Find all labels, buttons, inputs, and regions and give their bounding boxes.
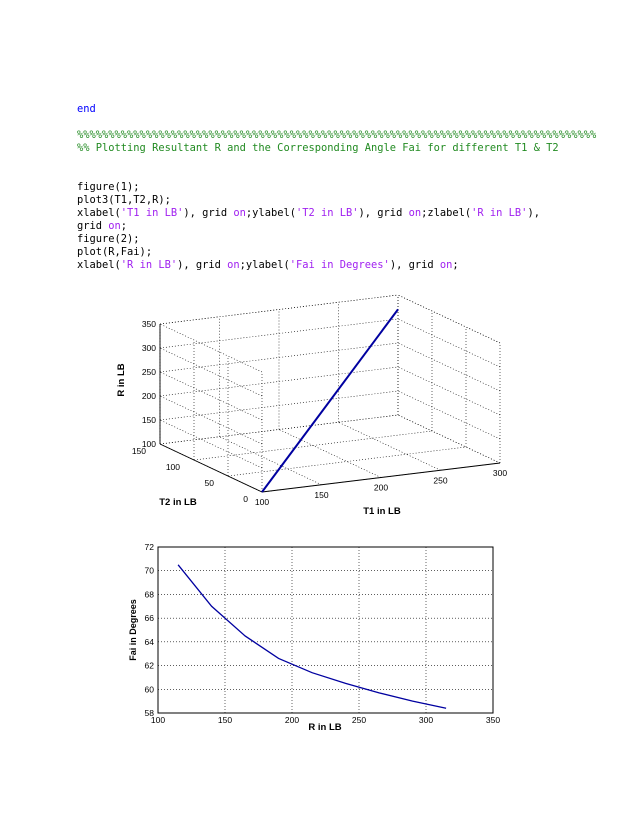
series3d-line	[261, 308, 399, 493]
code-comment-heading: %% Plotting Resultant R and the Correspo…	[77, 142, 559, 154]
axis3d-x	[261, 462, 501, 493]
grid3d-back-z	[159, 342, 399, 373]
xtick3d-label: 300	[493, 468, 507, 478]
grid3d-top	[397, 294, 501, 344]
ytick2d-label: 72	[145, 542, 155, 552]
ytick3d-label: 150	[132, 446, 146, 456]
grid3d-side-z	[397, 318, 501, 368]
chart2d-ylabel: Fai in Degrees	[128, 599, 138, 661]
ytick2d-label: 66	[145, 613, 155, 623]
grid3d-left-z	[159, 395, 263, 445]
ytick2d-label: 60	[145, 684, 155, 694]
ytick2d-label: 62	[145, 661, 155, 671]
grid3d-back-z	[159, 318, 399, 349]
code-line-plot: plot(R,Fai);	[77, 246, 153, 258]
xtick2d-label: 100	[151, 715, 165, 725]
code-line-grid: grid on;	[77, 220, 128, 232]
grid3d-left-z	[159, 323, 263, 373]
ytick2d-label: 70	[145, 566, 155, 576]
ytick2d-label: 68	[145, 589, 155, 599]
ztick3d-label: 350	[142, 319, 156, 329]
grid3d-left-z	[159, 371, 263, 421]
chart3d-xlabel: T1 in LB	[363, 506, 401, 517]
chart3d-zlabel: R in LB	[116, 363, 127, 396]
ytick3d-label: 0	[243, 494, 248, 504]
grid3d-back-z	[159, 390, 399, 421]
ztick3d-label: 150	[142, 415, 156, 425]
xtick3d-label: 150	[314, 490, 328, 500]
xtick2d-label: 200	[285, 715, 299, 725]
grid3d-top	[159, 294, 399, 325]
code-end-keyword: end	[77, 103, 96, 115]
grid3d-back-z	[159, 294, 399, 325]
xtick3d-label: 250	[433, 475, 447, 485]
xtick2d-label: 250	[352, 715, 366, 725]
xtick2d-label: 350	[486, 715, 500, 725]
grid3d-left-z	[159, 347, 263, 397]
grid3d-floor-x	[338, 421, 441, 471]
ztick3d-label: 250	[142, 367, 156, 377]
axis3d-y	[159, 443, 263, 493]
ztick3d-label: 300	[142, 343, 156, 353]
xtick3d-label: 100	[255, 497, 269, 507]
xtick2d-label: 300	[419, 715, 433, 725]
grid3d-side-z	[397, 414, 501, 464]
series2d-line	[177, 564, 447, 709]
ytick3d-label: 50	[205, 478, 215, 488]
plot3d-chart: 1001502002503000501001501001502002503003…	[116, 294, 507, 517]
chart3d-ylabel: T2 in LB	[159, 497, 197, 508]
chart2d-plot-area	[157, 546, 494, 714]
grid3d-left-z	[159, 419, 263, 469]
grid3d-floor-x	[278, 429, 382, 478]
ztick3d-label: 200	[142, 391, 156, 401]
code-line-figure1: figure(1);	[77, 181, 140, 193]
code-line-plot3: plot3(T1,T2,R);	[77, 194, 171, 206]
ytick2d-label: 58	[145, 708, 155, 718]
grid3d-side-z	[397, 390, 501, 440]
grid3d-floor-x	[219, 436, 322, 486]
chart2d-xlabel: R in LB	[308, 722, 341, 733]
code-comment-separator: %%%%%%%%%%%%%%%%%%%%%%%%%%%%%%%%%%%%%%%%…	[77, 129, 597, 141]
ztick3d-label: 100	[142, 439, 156, 449]
code-line-labels-3d: xlabel('T1 in LB'), grid on;ylabel('T2 i…	[77, 207, 540, 219]
xtick2d-label: 150	[218, 715, 232, 725]
grid3d-floor-y	[227, 446, 467, 477]
ytick2d-label: 64	[145, 637, 155, 647]
code-line-labels-2d: xlabel('R in LB'), grid on;ylabel('Fai i…	[77, 259, 459, 271]
grid3d-back-z	[159, 366, 399, 397]
grid3d-floor-x	[397, 414, 501, 464]
grid3d-side-z	[397, 366, 501, 416]
grid3d-floor-y	[193, 430, 433, 461]
xtick3d-label: 200	[374, 483, 388, 493]
grid3d-side-z	[397, 294, 501, 344]
grid3d-side-z	[397, 342, 501, 392]
ytick3d-label: 100	[166, 462, 180, 472]
plot2d-chart: 100 150 200 250 300 350 58 60 62 64 66 68 70 72 Fai i…	[128, 542, 500, 733]
code-line-figure2: figure(2);	[77, 233, 140, 245]
grid3d-back-z	[159, 414, 399, 445]
